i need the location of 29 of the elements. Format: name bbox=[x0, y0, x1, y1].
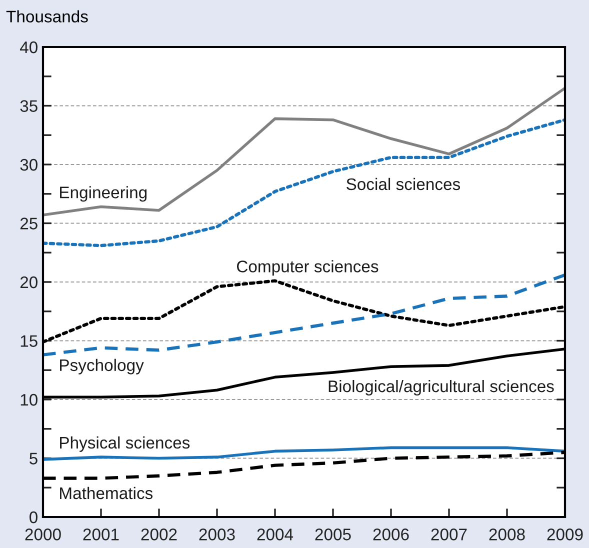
y-tick-label: 5 bbox=[30, 452, 38, 464]
series-label: Mathematics bbox=[60, 486, 153, 500]
series-label: Engineering bbox=[60, 186, 147, 202]
y-axis-title: Thousands bbox=[6, 10, 88, 22]
line-series bbox=[43, 118, 565, 248]
series-label: Physical sciences bbox=[60, 436, 190, 452]
series-label: Biological/agricultural sciences bbox=[328, 380, 554, 396]
x-tick-label: 2003 bbox=[199, 528, 235, 540]
x-tick-label: 2008 bbox=[489, 528, 525, 540]
y-tick-label: 25 bbox=[20, 218, 38, 230]
series-label: Psychology bbox=[60, 358, 144, 374]
series-label: Social sciences bbox=[346, 178, 460, 190]
y-tick-label: 15 bbox=[20, 335, 38, 347]
x-tick-label: 2000 bbox=[25, 528, 61, 540]
x-tick-label: 2002 bbox=[141, 528, 177, 540]
x-tick-label: 2006 bbox=[373, 528, 409, 540]
x-tick-label: 2004 bbox=[257, 528, 294, 540]
x-tick-label: 2007 bbox=[431, 528, 467, 540]
y-tick-label: 20 bbox=[20, 276, 38, 288]
y-tick-label: 35 bbox=[20, 100, 38, 112]
x-tick-label: 2001 bbox=[83, 528, 119, 540]
series-label: Computer sciences bbox=[236, 260, 378, 276]
x-tick-label: 2009 bbox=[547, 528, 583, 540]
y-tick-label: 30 bbox=[20, 158, 38, 171]
line-series bbox=[43, 86, 565, 216]
x-tick-label: 2005 bbox=[315, 528, 351, 540]
y-tick-label: 40 bbox=[20, 41, 38, 54]
y-tick-label: 10 bbox=[20, 394, 38, 406]
y-tick-label: 0 bbox=[30, 511, 38, 524]
